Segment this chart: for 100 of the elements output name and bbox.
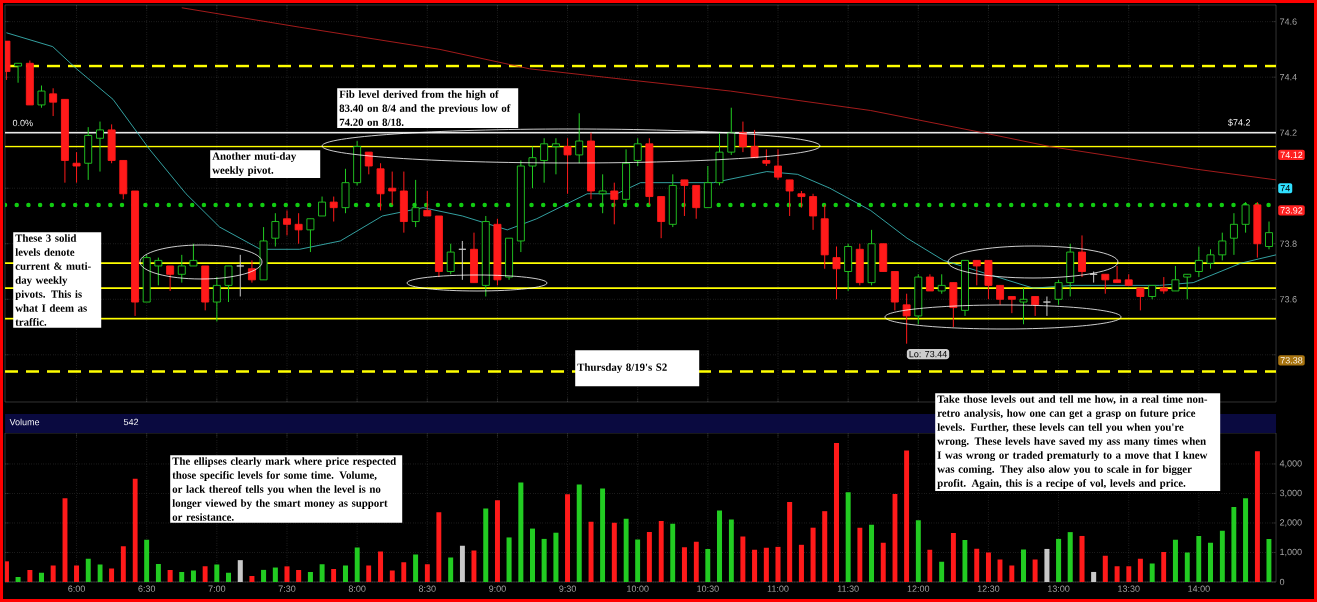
y-tick-label: 73.6 <box>1280 296 1297 303</box>
bar <box>167 569 173 582</box>
candlestick <box>750 129 759 159</box>
bar <box>307 571 313 582</box>
candlestick <box>996 284 1005 306</box>
bar <box>1231 507 1237 582</box>
candlestick <box>154 257 163 286</box>
bar <box>144 539 150 582</box>
candlestick <box>680 179 689 217</box>
bar <box>179 571 185 582</box>
bar <box>763 547 769 582</box>
candlestick <box>283 209 291 236</box>
bar <box>483 508 489 582</box>
candlestick <box>14 62 23 84</box>
candlestick <box>832 246 841 300</box>
bar <box>752 549 758 582</box>
bar <box>85 558 91 582</box>
annotation: Thursday 8/19's S2 <box>577 363 667 374</box>
candlestick <box>212 276 221 322</box>
x-tick-label: 9:30 <box>559 585 576 592</box>
candlestick <box>364 151 373 175</box>
bar <box>319 564 325 582</box>
bar <box>424 564 430 582</box>
bar <box>120 546 126 582</box>
candlestick <box>610 182 619 225</box>
bar <box>1219 530 1225 582</box>
candlestick <box>575 112 584 164</box>
x-tick-label: 10:30 <box>697 585 719 592</box>
candlestick <box>166 265 175 292</box>
bar <box>845 492 851 582</box>
candlestick <box>727 107 736 156</box>
bar <box>553 532 559 582</box>
bar <box>927 549 933 582</box>
candlestick <box>1101 273 1110 295</box>
bar <box>249 576 255 582</box>
annotation: 74.12 <box>1280 151 1303 159</box>
bar <box>1079 535 1085 582</box>
bar <box>1266 538 1272 582</box>
x-tick-label: 11:30 <box>837 585 859 592</box>
candlestick <box>72 151 81 184</box>
bar <box>623 518 629 582</box>
x-tick-label: 12:00 <box>907 585 930 592</box>
bar <box>459 545 465 582</box>
bar <box>670 523 676 582</box>
bar <box>284 566 290 582</box>
bar <box>1020 549 1027 582</box>
bar <box>214 564 220 582</box>
x-tick-label: 7:00 <box>208 585 226 592</box>
bar <box>880 542 886 582</box>
candlestick <box>1171 265 1180 292</box>
candlestick <box>1113 265 1122 284</box>
candlestick <box>236 254 245 297</box>
bar <box>155 563 161 582</box>
x-tick-label: 14:00 <box>1188 585 1210 592</box>
bar <box>225 572 232 582</box>
bar <box>1243 498 1249 582</box>
candlestick <box>96 121 104 173</box>
x-tick-label: 12:30 <box>977 585 1000 592</box>
annotation: 73.38 <box>1280 357 1303 364</box>
bar <box>611 522 617 582</box>
candlestick <box>937 273 946 295</box>
candlestick <box>598 173 607 214</box>
bar <box>97 564 103 582</box>
y-tick-label: 3,000 <box>1279 489 1302 498</box>
candlestick <box>633 137 642 167</box>
candlestick <box>1042 295 1051 317</box>
bar <box>494 500 500 582</box>
x-tick-label: 6:00 <box>68 585 85 592</box>
bar <box>378 551 384 582</box>
bar <box>15 576 21 582</box>
y-tick-label: 74.6 <box>1280 18 1297 25</box>
candlestick <box>774 148 782 181</box>
candlestick <box>224 265 233 303</box>
candlestick <box>388 171 397 206</box>
candlestick <box>1019 287 1028 325</box>
candlestick <box>189 243 198 267</box>
bar <box>869 524 875 582</box>
bar <box>693 541 699 582</box>
annotation: 0.0% <box>12 119 33 127</box>
candlestick <box>1265 221 1273 250</box>
annotation: Another muti-day weekly pivot. <box>212 152 297 177</box>
bar <box>541 538 547 582</box>
candlestick <box>37 85 46 109</box>
candlestick <box>1054 279 1063 306</box>
candlestick <box>1206 248 1215 270</box>
y-tick-label: 1,000 <box>1280 548 1302 557</box>
bar <box>600 488 606 582</box>
x-tick-label: 8:30 <box>418 585 436 592</box>
bar <box>1161 551 1167 582</box>
bar <box>38 572 45 582</box>
candlestick <box>411 179 420 228</box>
bar <box>413 554 419 582</box>
bar <box>646 532 652 582</box>
bar <box>74 565 80 582</box>
candlestick <box>1031 295 1040 317</box>
bar <box>1056 538 1062 582</box>
y-tick-label: 73.8 <box>1280 240 1297 247</box>
candlestick <box>972 259 981 286</box>
bar <box>1137 558 1143 582</box>
annotation: Take those levels out and tell me how, in a real time non-retro analysis, how one can get a grasp on future price levels. Further, these levels can tell you when you're wrong. These levels have saved my ass many times when I was wrong or traded prematurly to a move that I knew was coming. They also alow you to scale in for bigger profit. Again, this is a recipe of vol, levels and price. <box>937 395 1208 490</box>
